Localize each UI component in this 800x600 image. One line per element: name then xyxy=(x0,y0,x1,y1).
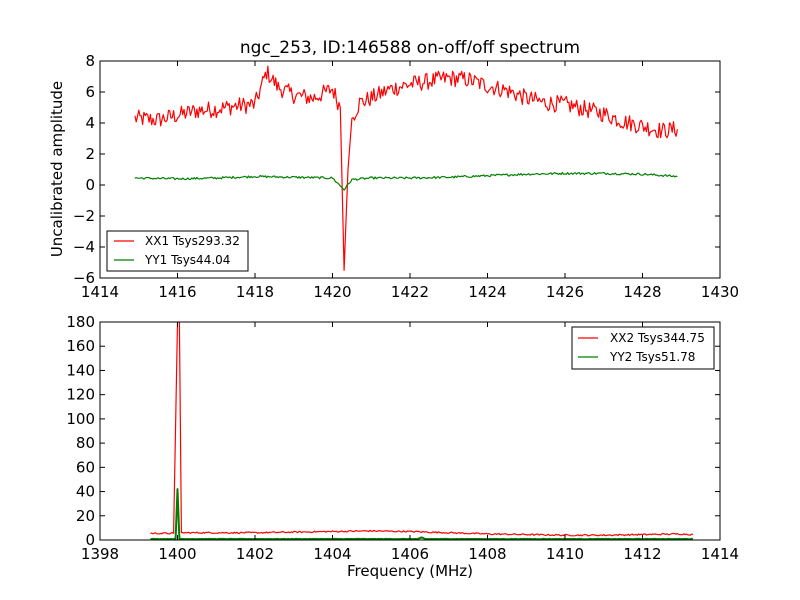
y-tick-label: 160 xyxy=(66,337,95,355)
bottom-legend: XX2 Tsys344.75 YY2 Tsys51.78 xyxy=(571,326,715,370)
y-axis-label: Uncalibrated amplitude xyxy=(48,81,66,257)
y-tick-label: 4 xyxy=(85,114,95,132)
x-tick-label: 1408 xyxy=(468,545,506,563)
y-tick-label: 180 xyxy=(66,313,95,331)
x-tick-label: 1416 xyxy=(158,283,196,301)
series-line-yy1 xyxy=(134,171,678,191)
x-tick-label: 1420 xyxy=(313,283,351,301)
y-tick-label: 0 xyxy=(85,176,95,194)
top-series-layer xyxy=(134,65,678,271)
y-tick-label: 20 xyxy=(76,507,95,525)
y-tick-label: −4 xyxy=(73,238,95,256)
x-tick-label: 1400 xyxy=(158,545,196,563)
legend-label-yy1: YY1 Tsys44.04 xyxy=(144,253,230,267)
y-tick-label: 6 xyxy=(85,83,95,101)
x-tick-label: 1406 xyxy=(391,545,429,563)
x-tick-label: 1426 xyxy=(546,283,584,301)
y-tick-label: 80 xyxy=(76,434,95,452)
x-tick-label: 1404 xyxy=(313,545,351,563)
x-tick-label: 1424 xyxy=(468,283,506,301)
x-tick-label: 1398 xyxy=(81,545,119,563)
legend-label-yy2: YY2 Tsys51.78 xyxy=(609,350,695,364)
legend-label-xx1: XX1 Tsys293.32 xyxy=(145,234,240,248)
legend-label-xx2: XX2 Tsys344.75 xyxy=(610,331,705,345)
y-tick-label: 8 xyxy=(85,52,95,70)
series-line-xx1 xyxy=(134,65,678,271)
x-tick-label: 1418 xyxy=(236,283,274,301)
series-line-yy2 xyxy=(150,488,693,540)
x-tick-label: 1410 xyxy=(546,545,584,563)
y-tick-label: 0 xyxy=(85,531,95,549)
bottom-ticks: 1398 1400 1402 1404 1406 1408 1410 1412 14141801… xyxy=(66,313,739,563)
series-line-xx2 xyxy=(150,322,694,537)
top-plot: ngc_253, ID:146588 on-off/off spectrum U… xyxy=(48,38,739,301)
x-tick-label: 1412 xyxy=(623,545,661,563)
chart-title: ngc_253, ID:146588 on-off/off spectrum xyxy=(240,38,580,58)
y-tick-label: −2 xyxy=(73,207,95,225)
bottom-series-layer xyxy=(150,322,694,540)
x-tick-label: 1430 xyxy=(701,283,739,301)
y-tick-label: −6 xyxy=(73,269,95,287)
x-tick-label: 1428 xyxy=(623,283,661,301)
legend-box xyxy=(106,230,249,272)
y-tick-label: 40 xyxy=(76,483,95,501)
y-tick-label: 2 xyxy=(85,145,95,163)
top-ticks: 1414 1416 1418 1420 1422 1424 1426 1428 1430 8 6 4 2… xyxy=(73,52,739,301)
y-tick-label: 100 xyxy=(66,410,95,428)
x-axis-label: Frequency (MHz) xyxy=(347,562,473,580)
x-tick-label: 1422 xyxy=(391,283,429,301)
y-tick-label: 140 xyxy=(66,361,95,379)
y-tick-label: 60 xyxy=(76,458,95,476)
legend-box xyxy=(571,326,715,370)
x-tick-label: 1402 xyxy=(236,545,274,563)
x-tick-label: 1414 xyxy=(81,283,119,301)
bottom-plot: Frequency (MHz) 1398 1400 1402 1404 1406 1408… xyxy=(66,313,739,580)
top-legend: XX1 Tsys293.32 YY1 Tsys44.04 xyxy=(106,230,249,272)
x-tick-label: 1414 xyxy=(701,545,739,563)
y-tick-label: 120 xyxy=(66,386,95,404)
